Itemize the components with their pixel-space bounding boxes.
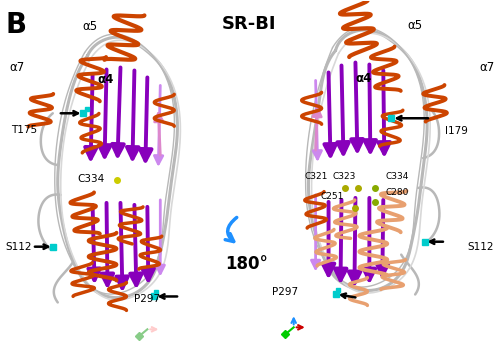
Text: C334: C334 <box>77 174 104 184</box>
Text: B: B <box>6 11 27 39</box>
Text: C323: C323 <box>333 172 356 181</box>
Text: I179: I179 <box>445 126 468 136</box>
Text: C321: C321 <box>304 172 327 181</box>
Text: α5: α5 <box>82 20 97 33</box>
Text: SR-BI: SR-BI <box>222 15 276 33</box>
Text: α5: α5 <box>407 19 423 32</box>
Text: α4: α4 <box>355 72 372 85</box>
Text: T175: T175 <box>11 125 37 135</box>
Text: S112: S112 <box>467 242 494 252</box>
Text: S112: S112 <box>5 242 31 252</box>
Text: α7: α7 <box>480 61 495 74</box>
Text: C251: C251 <box>320 192 344 201</box>
Text: 180°: 180° <box>226 254 268 273</box>
Text: P297: P297 <box>134 293 160 304</box>
Text: P297: P297 <box>272 286 298 297</box>
Text: α4: α4 <box>97 73 113 86</box>
Text: C280: C280 <box>385 188 408 197</box>
FancyArrowPatch shape <box>225 218 237 241</box>
Text: C334: C334 <box>385 172 408 181</box>
Text: α7: α7 <box>9 61 24 74</box>
